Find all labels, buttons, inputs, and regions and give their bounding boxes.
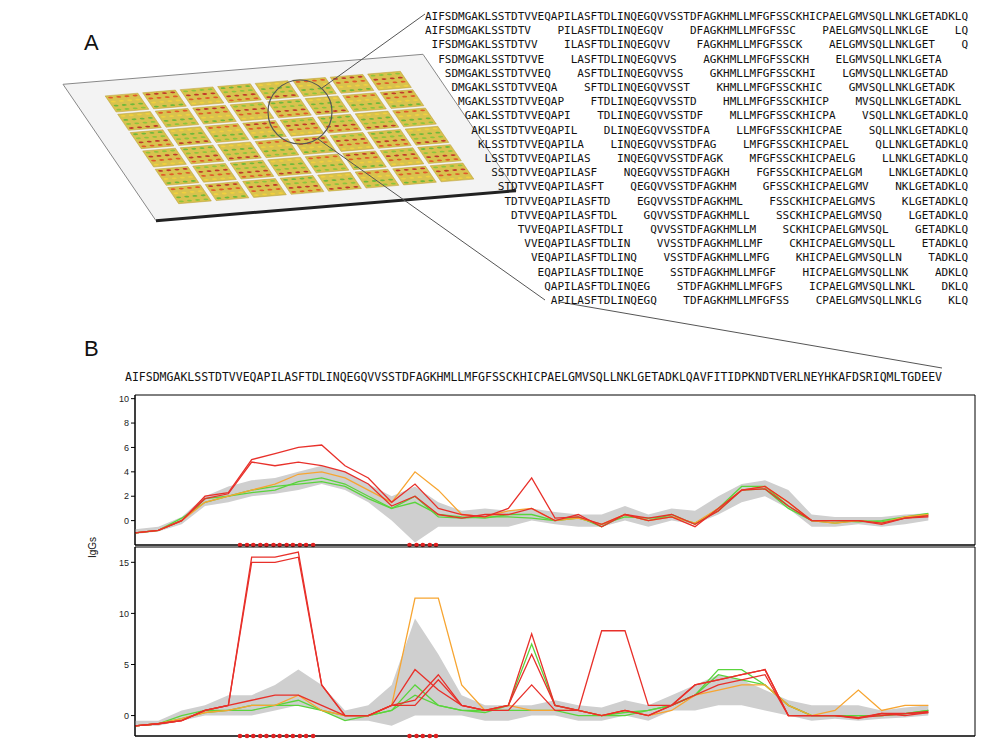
html-text:IgGs: IgGs <box>86 536 98 559</box>
html-text:STDTVVEQAPILASFT QEGQVVSSTDFAG: STDTVVEQAPILASFT QEGQVVSSTDFAGKHM GFSSCK… <box>425 180 969 194</box>
svg-text:10: 10 <box>119 609 129 619</box>
html-text:SDMGAKLSSTDTVVEQ ASFTDLINQEGQV: SDMGAKLSSTDTVVEQ ASFTDLINQEGQVVSS GKHMLL… <box>425 66 949 80</box>
svg-text:10: 10 <box>119 394 129 404</box>
html-text:LSSTDTVVEQAPILAS INQEGQVVSSTDF: LSSTDTVVEQAPILAS INQEGQVVSSTDFAGK MFGFSS… <box>425 152 969 165</box>
svg-text:6: 6 <box>124 443 129 453</box>
html-text:IFSDMGAKLSSTDTVV ILASFTDLINQEG: IFSDMGAKLSSTDTVV ILASFTDLINQEGQVV FAGKHM… <box>425 38 969 52</box>
html-text:QAPILASFTDLINQEG STDFAGKHMLLMF: QAPILASFTDLINQEG STDFAGKHMLLMFGFS ICPAEL… <box>425 279 969 293</box>
html-text:AIFSDMGAKLSSTDTVVEQAPILASFTDLI: AIFSDMGAKLSSTDTVVEQAPILASFTDLINQEGQVVSST… <box>125 370 942 384</box>
html-text:VEQAPILASFTDLINQ VSSTDFAGKHMLL: VEQAPILASFTDLINQ VSSTDFAGKHMLLMFG KHICPA… <box>425 251 969 265</box>
svg-text:0: 0 <box>124 516 129 526</box>
html-text:SSTDTVVEQAPILASF NQEGQVVSSTDFA: SSTDTVVEQAPILASF NQEGQVVSSTDFAGKH FGFSSC… <box>425 166 969 180</box>
svg-text:15: 15 <box>119 558 129 568</box>
html-text:DTVVEQAPILASFTDL GQVVSSTDFAGKH: DTVVEQAPILASFTDL GQVVSSTDFAGKHMLL SSCKHI… <box>425 208 969 222</box>
html-text:EQAPILASFTDLINQE SSTDFAGKHMLLM: EQAPILASFTDLINQE SSTDFAGKHMLLMFGF HICPAE… <box>425 265 969 279</box>
html-text:TVVEQAPILASFTDLI QVVSSTDFAGKHM: TVVEQAPILASFTDLI QVVSSTDFAGKHMLLM SCKHIC… <box>425 223 969 236</box>
svg-text:0: 0 <box>124 711 129 721</box>
html-text:GAKLSSTDTVVEQAPI TDLINQEGQVVSS: GAKLSSTDTVVEQAPI TDLINQEGQVVSSTDF MLLMFG… <box>425 109 969 123</box>
html-text:AIFSDMGAKLSSTDTV PILASFTDLINQE: AIFSDMGAKLSSTDTV PILASFTDLINQEGQV DFAGKH… <box>425 24 969 38</box>
html-text:AKLSSTDTVVEQAPIL DLINQEGQVVSST: AKLSSTDTVVEQAPIL DLINQEGQVVSSTDFA LLMFGF… <box>425 123 969 137</box>
html-text:B: B <box>84 336 99 361</box>
svg-text:4: 4 <box>124 467 129 477</box>
html-text:DMGAKLSSTDTVVEQA SFTDLINQEGQVV: DMGAKLSSTDTVVEQA SFTDLINQEGQVVSST KHMLLM… <box>425 81 955 94</box>
html-text:APILASFTDLINQEGQ TDFAGKHMLLMFG: APILASFTDLINQEGQ TDFAGKHMLLMFGFSS CPAELG… <box>425 294 969 308</box>
html-text:AIFSDMGAKLSSTDTVVEQAPILASFTDLI: AIFSDMGAKLSSTDTVVEQAPILASFTDLINQEGQVVSST… <box>425 10 969 23</box>
svg-text:8: 8 <box>124 418 129 428</box>
svg-text:5: 5 <box>124 660 129 670</box>
html-text:MGAKLSSTDTVVEQAP FTDLINQEGQVVS: MGAKLSSTDTVVEQAP FTDLINQEGQVVSSTD HMLLMF… <box>425 95 962 109</box>
html-text:KLSSTDTVVEQAPILA LINQEGQVVSSTD: KLSSTDTVVEQAPILA LINQEGQVVSSTDFAG LMFGFS… <box>425 137 969 151</box>
html-text:TDTVVEQAPILASFTD EGQVVSSTDFAGK: TDTVVEQAPILASFTD EGQVVSSTDFAGKHML FSSCKH… <box>425 194 969 208</box>
html-text:FSDMGAKLSSTDTVVE LASFTDLINQEGQ: FSDMGAKLSSTDTVVE LASFTDLINQEGQVVS AGKHML… <box>425 52 942 66</box>
html-text:VVEQAPILASFTDLIN VVSSTDFAGKHML: VVEQAPILASFTDLIN VVSSTDFAGKHMLLMF CKHICP… <box>425 237 969 251</box>
svg-text:2: 2 <box>124 491 129 501</box>
html-text:A: A <box>84 30 99 55</box>
